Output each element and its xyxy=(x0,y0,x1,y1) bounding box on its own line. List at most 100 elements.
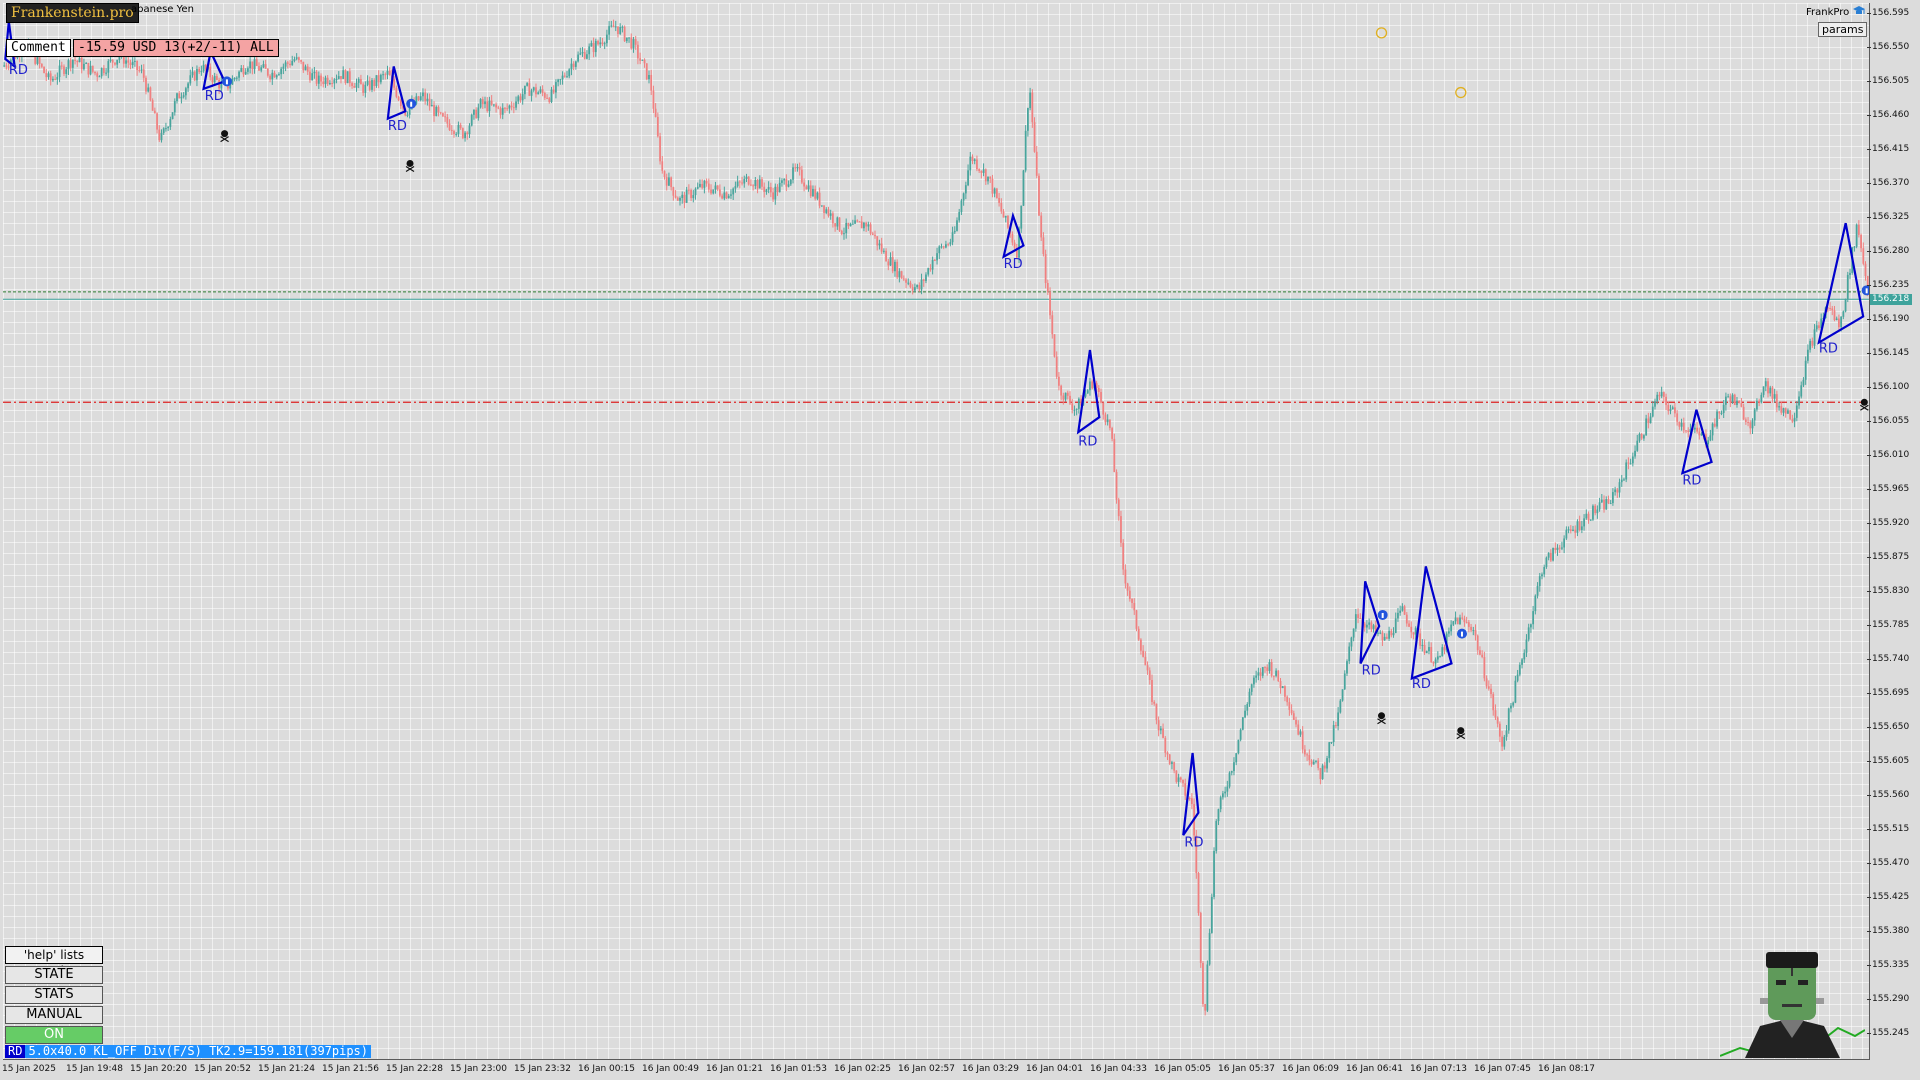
candle-body xyxy=(1569,529,1572,532)
graduation-cap-icon[interactable] xyxy=(1852,5,1866,17)
manual-button[interactable]: MANUAL xyxy=(5,1006,103,1024)
stats-button[interactable]: STATS xyxy=(5,986,103,1004)
candle-body xyxy=(1842,311,1845,317)
candle-body xyxy=(38,56,41,64)
candle-body xyxy=(1295,719,1297,725)
comment-label: Comment xyxy=(6,39,71,57)
candle-body xyxy=(1554,547,1557,551)
candle-body xyxy=(231,78,234,85)
price-tick: 156.460 xyxy=(1867,109,1920,121)
candle-body xyxy=(184,88,187,96)
time-tick: 16 Jan 04:01 xyxy=(1026,1064,1083,1074)
candle-body xyxy=(466,132,469,135)
candle-body xyxy=(486,101,489,112)
candle-body xyxy=(1035,151,1038,176)
candle-body xyxy=(1576,521,1579,533)
candle-body xyxy=(1574,529,1577,533)
state-button[interactable]: STATE xyxy=(5,966,103,984)
candle-body xyxy=(455,133,458,135)
candle-body xyxy=(1368,622,1371,625)
candle-body xyxy=(1439,656,1441,658)
info-marker-icon xyxy=(1865,288,1868,294)
candle-body xyxy=(377,75,380,83)
candle-body xyxy=(998,197,1000,203)
candle-body xyxy=(858,221,861,223)
candle-body xyxy=(1040,215,1043,238)
candle-body xyxy=(1461,617,1464,619)
candle-body xyxy=(1233,762,1235,772)
candle-body xyxy=(171,112,174,120)
candle-body xyxy=(1253,677,1255,685)
candle-body xyxy=(1113,438,1116,473)
time-axis[interactable]: 15 Jan 2025 15 Jan 19:48 15 Jan 20:20 15 Ja… xyxy=(0,1060,1870,1080)
price-tick: 155.920 xyxy=(1867,517,1920,529)
candle-body xyxy=(202,64,205,72)
candle-body xyxy=(676,197,679,201)
candle-body xyxy=(1722,404,1725,413)
candle-body xyxy=(450,130,453,132)
candle-body xyxy=(461,128,464,139)
candle-body xyxy=(269,75,271,80)
candle-body xyxy=(116,59,119,65)
candle-body xyxy=(1607,499,1610,504)
candle-body xyxy=(539,89,542,93)
candle-body xyxy=(293,59,296,61)
candle-body xyxy=(333,79,336,84)
candle-body xyxy=(679,197,681,201)
candle-body xyxy=(251,61,254,70)
candle-body xyxy=(1775,394,1778,408)
candle-body xyxy=(1080,398,1082,406)
candle-body xyxy=(787,184,790,187)
candle-body xyxy=(763,186,766,193)
candle-body xyxy=(754,179,757,187)
candle-body xyxy=(1587,513,1590,521)
candle-body xyxy=(885,250,887,262)
candle-body xyxy=(625,37,628,42)
candle-body xyxy=(882,250,885,252)
candle-body xyxy=(1221,793,1224,798)
candle-body xyxy=(962,193,965,201)
candle-body xyxy=(176,93,178,102)
candle-body xyxy=(809,185,812,197)
candle-body xyxy=(1600,499,1603,503)
candle-body xyxy=(1328,742,1331,759)
candle-body xyxy=(1268,662,1271,671)
candle-body xyxy=(1317,760,1320,769)
candle-body xyxy=(519,96,522,101)
candle-body xyxy=(56,77,59,80)
time-tick: 16 Jan 06:41 xyxy=(1346,1064,1403,1074)
candle-body xyxy=(242,67,245,75)
params-button[interactable]: params xyxy=(1818,22,1868,37)
candle-body xyxy=(1277,670,1280,682)
candle-body xyxy=(1849,272,1851,275)
chart-canvas[interactable]: RD RD RD RD RD RD RD RD RD RD xyxy=(3,3,1869,1059)
price-axis[interactable]: 156.595 156.550 156.505 156.460 156.415 156.3… xyxy=(1867,0,1920,1060)
candle-body xyxy=(1481,654,1484,657)
on-toggle-button[interactable]: ON xyxy=(5,1026,103,1044)
candle-body xyxy=(211,77,214,83)
candle-body xyxy=(1503,736,1506,747)
candle-body xyxy=(1525,639,1528,653)
candle-body xyxy=(1177,777,1180,782)
candle-body xyxy=(528,83,531,96)
candle-body xyxy=(964,185,967,194)
candle-body xyxy=(76,60,79,63)
candle-body xyxy=(703,180,706,188)
candle-body xyxy=(1747,422,1749,424)
candle-body xyxy=(1771,387,1774,399)
candle-body xyxy=(535,87,537,95)
candle-body xyxy=(907,282,910,284)
candle-body xyxy=(442,113,444,117)
candle-body xyxy=(362,84,365,93)
candle-body xyxy=(597,40,599,45)
candle-body xyxy=(707,183,710,190)
candle-body xyxy=(187,83,189,89)
frankenstein-mascot-icon xyxy=(1720,952,1865,1058)
candle-body xyxy=(1430,647,1433,662)
candle-body xyxy=(89,65,92,75)
candle-body xyxy=(641,59,644,61)
candle-body xyxy=(328,83,331,85)
candle-body xyxy=(774,186,777,200)
price-chart[interactable]: RD RD RD RD RD RD RD RD RD RD xyxy=(3,3,1870,1060)
candle-body xyxy=(1844,299,1847,312)
